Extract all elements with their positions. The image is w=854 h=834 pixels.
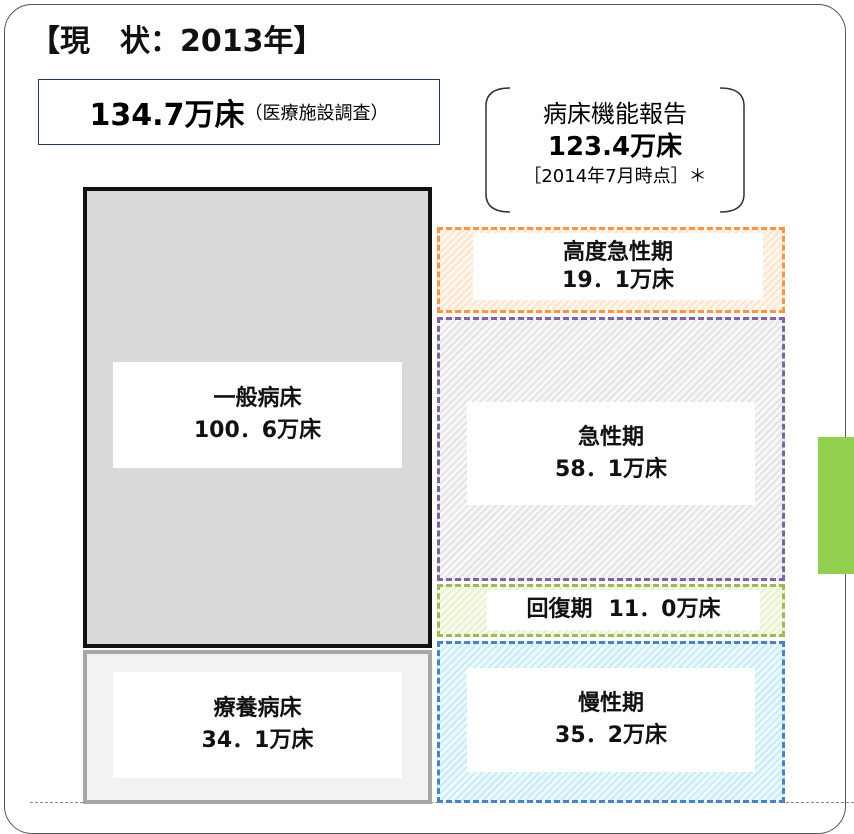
report-value: 123.4万床	[547, 132, 683, 163]
acute-label: 急性期 58．1万床	[467, 402, 755, 505]
general-beds-label: 一般病床 100．6万床	[113, 362, 402, 468]
report-note: ［2014年7月時点］＊	[523, 166, 707, 188]
block-value: 35．2万床	[555, 723, 667, 748]
block-value: 34．1万床	[201, 728, 314, 753]
total-value: 134.7万床	[89, 98, 245, 133]
longterm-beds-label: 療養病床 34．1万床	[113, 672, 402, 778]
report-bracket	[485, 87, 745, 213]
block-value: 100．6万床	[193, 418, 322, 443]
total-source: （医療施設調査）	[244, 103, 389, 124]
block-label: 回復期	[526, 597, 593, 623]
total-box: 134.7万床 （医療施設調査）	[38, 79, 440, 145]
block-label: 一般病床	[213, 386, 302, 412]
page: 【現 状：2013年】 134.7万床 （医療施設調査） 病床機能報告 123.…	[4, 4, 854, 834]
recovery-label: 回復期 11．0万床	[487, 590, 760, 630]
chronic-label: 慢性期 35．2万床	[467, 668, 755, 772]
block-value: 11．0万床	[608, 597, 721, 623]
block-label: 高度急性期	[562, 240, 673, 265]
block-label: 療養病床	[213, 696, 302, 722]
block-value: 19．1万床	[562, 267, 674, 293]
report-title: 病床機能報告	[543, 100, 687, 128]
title: 【現 状：2013年】	[30, 24, 324, 59]
report: 病床機能報告 123.4万床 ［2014年7月時点］＊	[485, 98, 745, 190]
high-acute-label: 高度急性期 19．1万床	[473, 233, 763, 300]
block-label: 慢性期	[577, 691, 644, 717]
block-label: 急性期	[577, 424, 644, 450]
block-value: 58．1万床	[555, 456, 667, 482]
side-marker	[818, 437, 854, 574]
